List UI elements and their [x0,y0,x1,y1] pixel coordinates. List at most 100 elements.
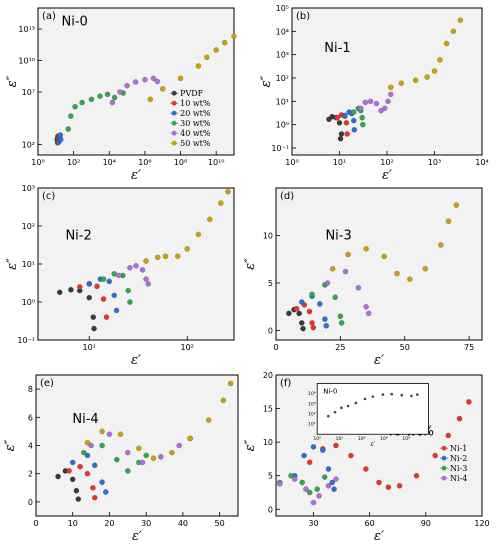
y-tick-label: 5 [268,279,273,288]
legend-label: 10 wt% [180,99,211,108]
data-point [331,486,337,492]
y-tick-label: 10² [276,74,289,83]
series-40-wt% [109,75,161,106]
inset-frame [316,383,429,435]
data-point [143,452,149,459]
series-30-wt% [65,90,126,132]
data-point [132,79,139,85]
data-point [363,466,369,472]
data-point [174,253,181,260]
data-point [143,258,149,264]
data-point [348,452,354,459]
data-point [139,267,146,273]
data-point [154,78,161,85]
data-point [288,472,294,479]
data-point [106,278,113,285]
data-point [333,442,339,449]
data-point [338,131,345,137]
plot-area [275,187,483,341]
data-point [456,415,463,422]
data-point [431,68,438,74]
data-point [453,202,460,208]
inset-x-tick-label: 10⁴ [358,436,366,442]
y-tick-label: 10² [22,141,35,150]
data-point [69,459,76,466]
y-axis-label: ε″ [5,258,20,270]
inset-data-point [327,414,330,418]
panel-name: Ni-2 [65,229,91,244]
data-point [338,320,345,326]
legend-label: PVDF [180,89,204,98]
panel-letter: (a) [42,11,56,22]
panel-name: Ni-0 [62,15,88,30]
data-point [91,494,98,501]
data-point [350,117,357,124]
data-point [360,121,366,128]
panel-a: 10⁰ 10² 10⁴ 10⁶ 10⁸ 10¹⁰ 10² 10⁷ 10¹⁰ 10¹³ ε′ ε″ (a)… [5,7,237,183]
data-point [422,265,429,272]
data-point [332,294,339,301]
data-point [65,126,72,132]
panel-name: Ni-1 [324,41,350,56]
inset-x-tick-label: 10⁰ [313,436,321,442]
data-point [457,17,464,23]
data-point [437,242,444,248]
data-point [76,284,83,290]
data-point [382,105,388,112]
data-point [359,114,365,121]
data-point [75,496,82,502]
series-10-wt% [66,463,98,501]
y-axis-label: ε″ [243,258,258,270]
data-point [154,254,161,261]
data-point [376,479,382,486]
data-point [72,103,78,110]
x-tick-label: 10¹ [333,158,346,167]
data-point [373,100,380,107]
data-point [321,474,328,480]
legend-marker [171,110,177,116]
inset-data-point [333,410,337,414]
y-tick-label: 10⁻¹ [17,336,35,345]
data-point [91,325,97,332]
data-point [342,112,348,119]
data-point [301,452,307,459]
x-tick-label: 120 [474,519,489,528]
series-40-wt% [357,91,394,114]
data-point [103,314,110,320]
data-point [367,98,374,105]
x-tick-label: 0 [273,343,278,352]
data-point [90,314,97,320]
y-tick-label: 10² [22,222,35,231]
inset-y-tick-label: 10² [308,411,316,417]
data-point [86,294,93,301]
data-point [187,435,194,442]
x-tick-label: 10² [67,158,80,167]
legend-marker [171,120,177,126]
data-point [437,57,443,63]
data-point [150,75,157,82]
inset-data-point [363,397,367,401]
data-point [111,94,118,101]
inset-x-label: ε′ [371,441,376,448]
data-point [169,449,175,456]
data-point [94,283,100,290]
data-point [296,310,302,317]
legend-marker [441,465,447,471]
series-50-wt% [143,188,231,264]
data-point [322,316,328,322]
data-point [55,473,61,480]
data-point [333,476,339,482]
data-point [387,84,394,91]
series-20-wt% [69,452,109,495]
legend-marker [171,140,177,146]
data-point [363,303,369,310]
inset-y-tick-label: 10¹ [308,422,316,428]
data-point [73,487,80,494]
y-axis-label: ε″ [243,439,258,451]
x-tick-label: 25 [335,343,345,352]
data-point [323,322,330,329]
x-tick-label: 10⁰ [31,158,44,167]
legend-label: 30 wt% [180,119,211,128]
legend: Ni-1Ni-2Ni-3Ni-4 [440,444,467,483]
data-point [77,463,83,470]
